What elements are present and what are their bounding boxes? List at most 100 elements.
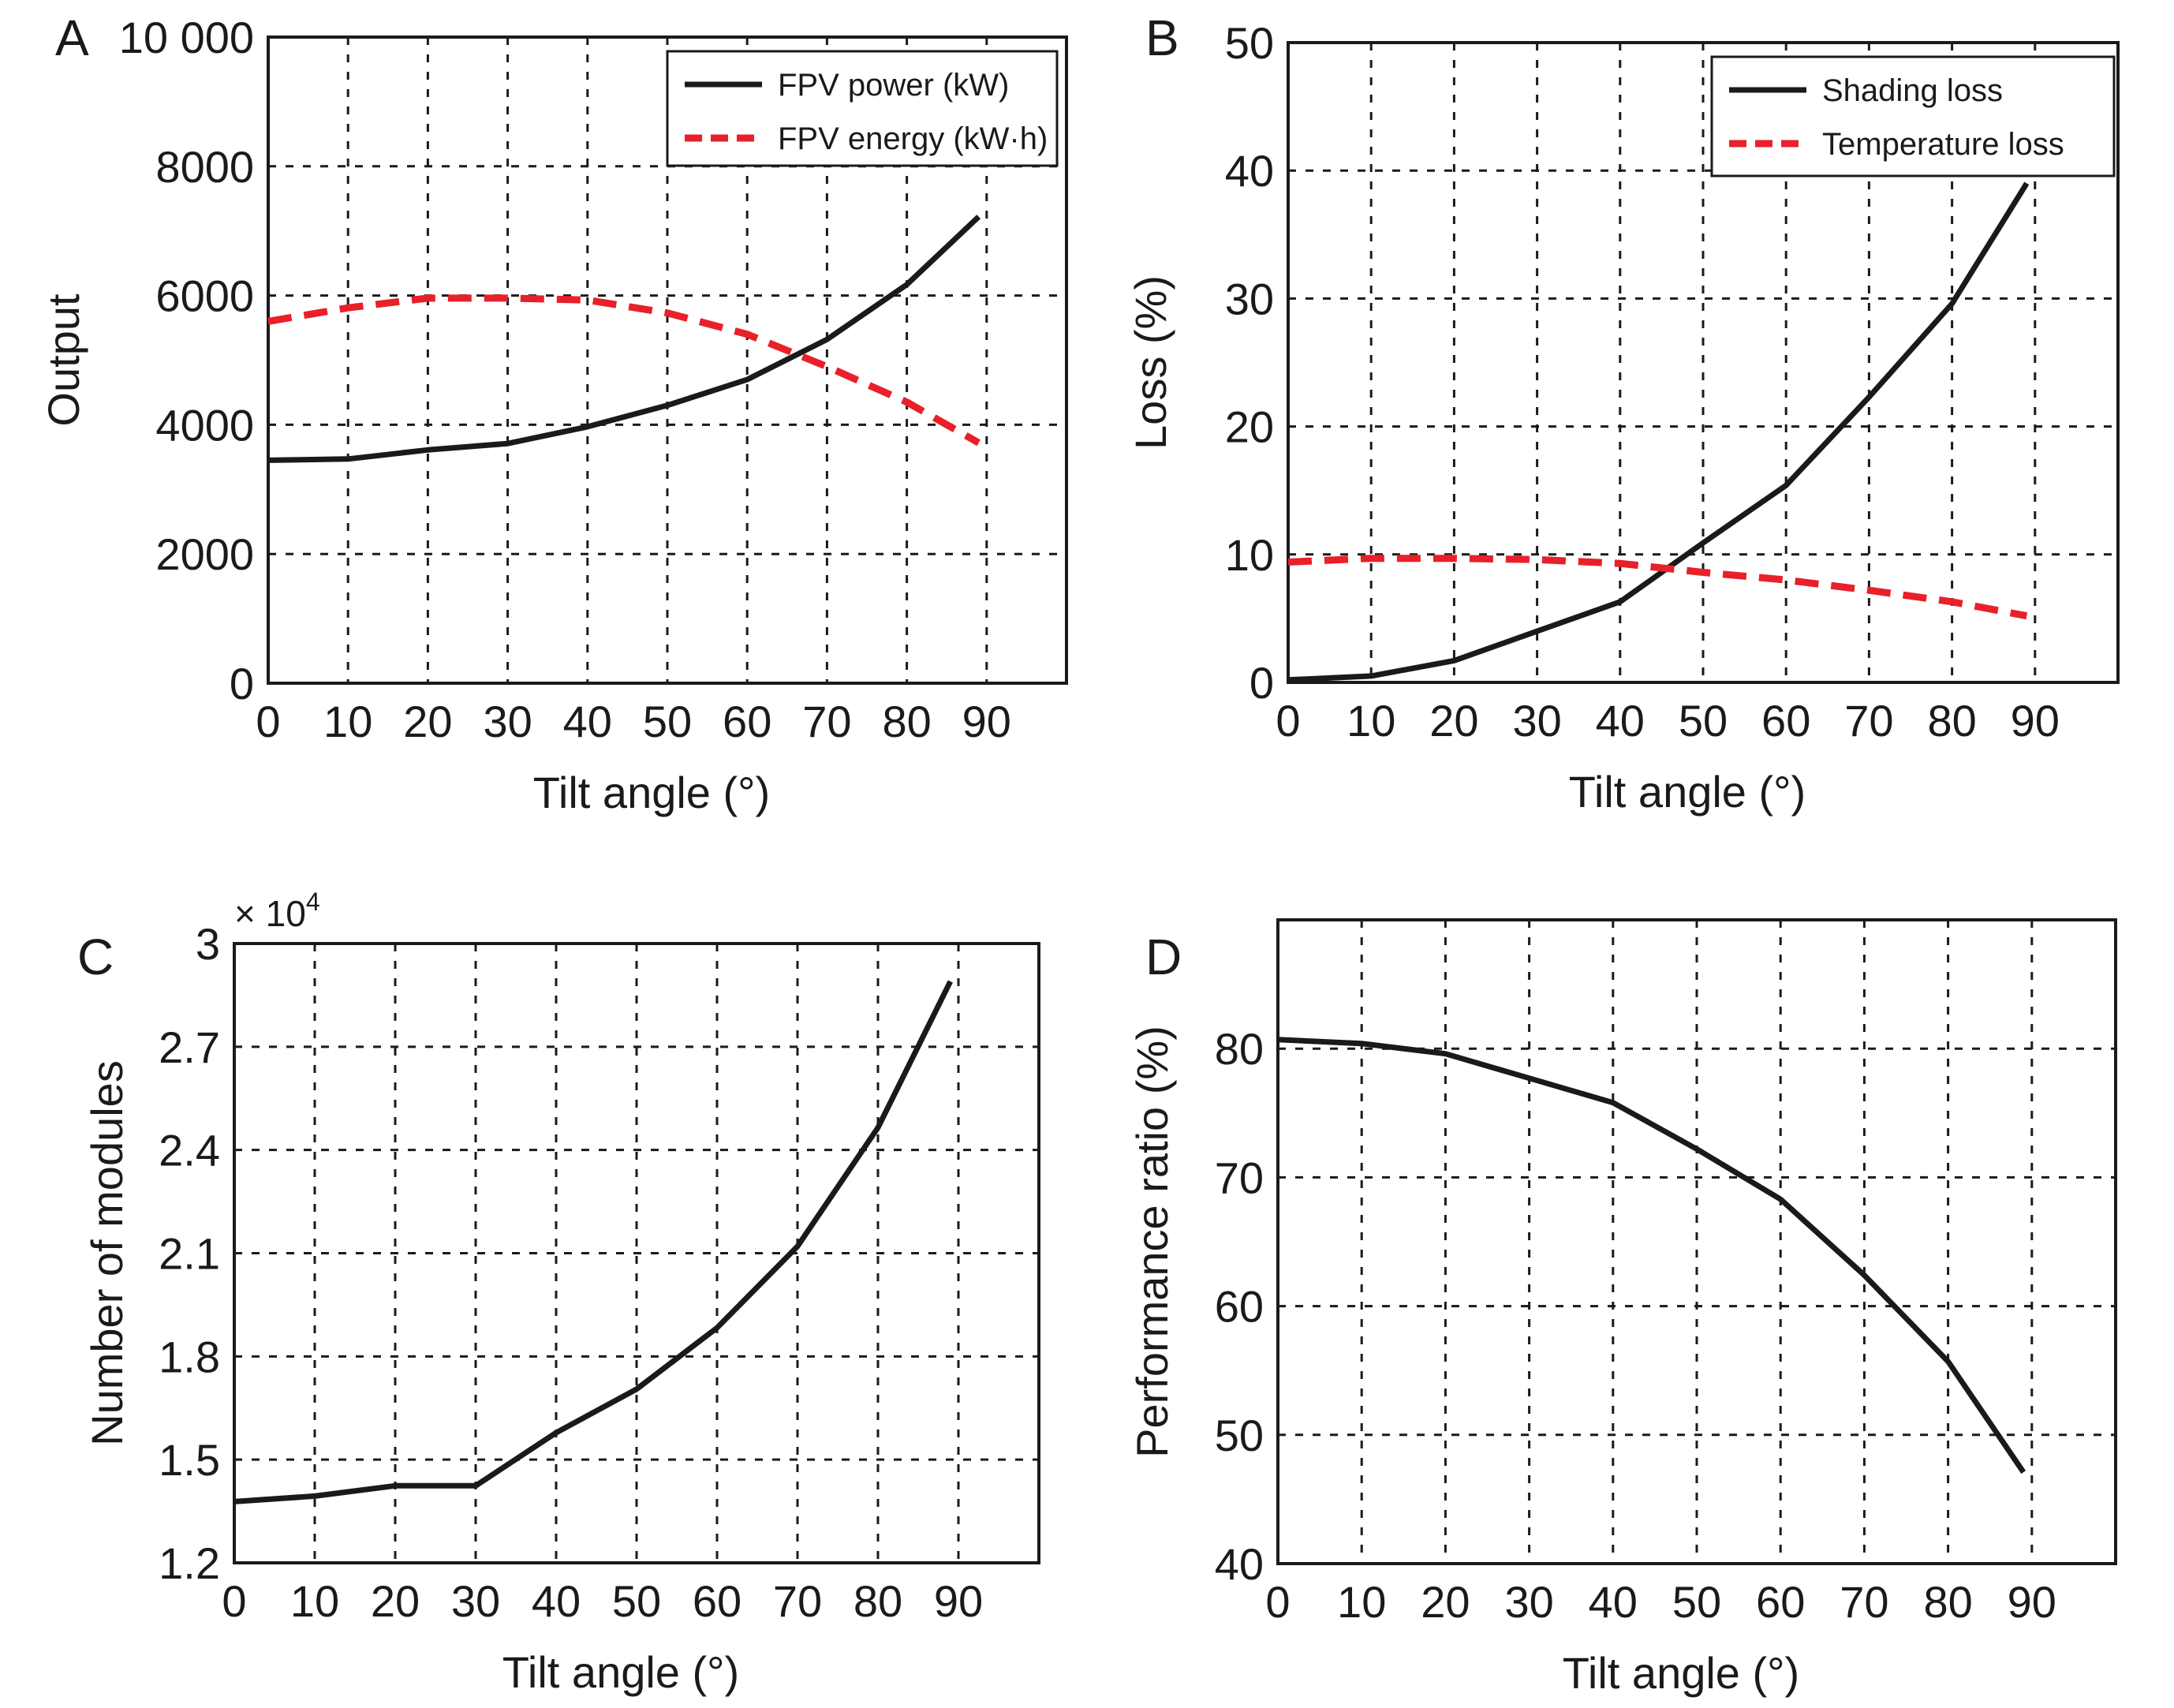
x-tick-label: 40 <box>1596 696 1645 746</box>
x-tick-label: 10 <box>290 1576 339 1626</box>
y-tick-label: 40 <box>1225 146 1274 196</box>
panel-letter: C <box>77 929 114 985</box>
y-tick-label: 0 <box>1249 658 1274 708</box>
x-tick-label: 90 <box>2011 696 2060 746</box>
panel-d-performance-chart: D 0 10 20 30 40 50 60 70 80 90 40 50 60 70 80 Tilt angle… <box>1127 918 2117 1698</box>
x-tick-label: 40 <box>563 697 612 746</box>
multiplier-base: × 10 <box>234 893 306 934</box>
legend-label: Shading loss <box>1822 73 2003 108</box>
series-line-temperature-loss <box>1287 555 2028 620</box>
data-point <box>1535 557 1540 562</box>
series-line-fpv-power-kw <box>267 215 981 463</box>
x-tick-label: 0 <box>1276 696 1300 746</box>
y-tick-label: 1.8 <box>159 1332 220 1381</box>
x-tick-label: 10 <box>1337 1577 1386 1627</box>
plot-frame <box>233 942 1040 1564</box>
x-tick-label: 60 <box>693 1576 741 1626</box>
y-tick-label: 30 <box>1225 274 1274 323</box>
x-tick-label: 80 <box>1927 696 1976 746</box>
x-axis-label: Tilt angle (°) <box>533 768 770 817</box>
y-tick-label: 2.7 <box>159 1022 220 1072</box>
y-tick-label: 0 <box>230 659 254 708</box>
legend-box <box>1710 55 2116 178</box>
y-tick-label: 1.5 <box>159 1435 220 1485</box>
x-tick-label: 40 <box>1589 1577 1638 1627</box>
x-tick-label: 50 <box>612 1576 661 1626</box>
x-tick-label: 90 <box>934 1576 983 1626</box>
y-tick-label: 8000 <box>155 142 254 192</box>
x-tick-label: 20 <box>371 1576 420 1626</box>
y-tick-label: 10 000 <box>119 13 254 62</box>
y-tick-label: 6000 <box>155 271 254 321</box>
x-tick-label: 20 <box>403 697 452 746</box>
y-axis-label: Number of modules <box>82 1060 132 1446</box>
y-tick-label: 80 <box>1215 1024 1264 1074</box>
x-tick-label: 30 <box>483 697 532 746</box>
y-tick-label: 2.4 <box>159 1126 220 1175</box>
x-tick-label: 80 <box>854 1576 902 1626</box>
y-tick-label: 3 <box>196 919 220 969</box>
x-tick-label: 60 <box>723 697 771 746</box>
legend: Shading loss Temperature loss <box>1710 55 2116 178</box>
x-tick-label: 80 <box>1923 1577 1972 1627</box>
legend-label: Temperature loss <box>1822 127 2064 162</box>
x-axis-label: Tilt angle (°) <box>502 1647 739 1697</box>
x-tick-label: 0 <box>222 1576 246 1626</box>
legend: FPV power (kW) FPV energy (kW·h) <box>666 50 1059 167</box>
x-tick-label: 30 <box>1512 696 1561 746</box>
series-line-shading-loss <box>1287 181 2030 683</box>
y-tick-label: 2.1 <box>159 1229 220 1279</box>
x-tick-label: 50 <box>1672 1577 1721 1627</box>
legend-label: FPV energy (kW·h) <box>778 121 1048 156</box>
panel-letter: B <box>1145 9 1179 66</box>
x-tick-label: 70 <box>1844 696 1893 746</box>
series-line-performance-ratio <box>1277 1037 2026 1474</box>
y-tick-label: 50 <box>1225 18 1274 68</box>
x-tick-label: 70 <box>802 697 851 746</box>
y-tick-label: 50 <box>1215 1411 1264 1460</box>
panel-c-modules-chart: C 0 10 20 30 40 50 60 70 80 90 1.2 1.5 1.8 2.1 2.4 2.7 3 ×… <box>77 888 1040 1697</box>
x-tick-label: 0 <box>1265 1577 1290 1627</box>
series-line-number-of-modules <box>233 980 953 1504</box>
x-tick-label: 30 <box>1504 1577 1553 1627</box>
y-axis-label: Output <box>39 293 88 427</box>
legend-box <box>666 50 1059 167</box>
grid <box>1278 920 2116 1564</box>
x-axis-label: Tilt angle (°) <box>1563 1648 1799 1698</box>
panel-letter: D <box>1145 929 1182 985</box>
x-tick-label: 60 <box>1756 1577 1805 1627</box>
x-tick-label: 40 <box>532 1576 581 1626</box>
x-tick-label: 10 <box>323 697 372 746</box>
x-tick-label: 70 <box>1840 1577 1888 1627</box>
x-tick-label: 20 <box>1421 1577 1470 1627</box>
legend-label: FPV power (kW) <box>778 68 1009 103</box>
y-tick-label: 10 <box>1225 530 1274 580</box>
x-tick-label: 10 <box>1347 696 1395 746</box>
multiplier-exponent: 4 <box>306 888 320 916</box>
x-tick-label: 80 <box>882 697 931 746</box>
x-tick-label: 30 <box>451 1576 500 1626</box>
x-tick-label: 20 <box>1429 696 1478 746</box>
series-line-fpv-energy-kw-h <box>267 294 981 447</box>
x-tick-label: 50 <box>643 697 692 746</box>
y-tick-label: 70 <box>1215 1153 1264 1202</box>
plot-frame <box>267 36 1068 685</box>
y-tick-label: 40 <box>1215 1539 1264 1589</box>
y-tick-label: 4000 <box>155 400 254 450</box>
x-tick-label: 90 <box>962 697 1011 746</box>
x-tick-label: 60 <box>1761 696 1810 746</box>
panel-a-output-chart: A 0 10 20 30 40 50 60 70 80 90 0 2000 4000 6000 8000 10 … <box>39 9 1068 817</box>
grid <box>234 942 1039 1563</box>
y-axis-label: Performance ratio (%) <box>1127 1026 1177 1458</box>
x-tick-label: 0 <box>256 697 280 746</box>
x-tick-label: 90 <box>2008 1577 2056 1627</box>
y-tick-label: 20 <box>1225 402 1274 452</box>
y-tick-label: 60 <box>1215 1282 1264 1332</box>
panel-b-loss-chart: B 0 10 20 30 40 50 60 70 80 90 0 10 20 30 40 50 Tilt angl… <box>1126 9 2120 817</box>
plot-frame <box>1276 918 2117 1565</box>
x-axis-label: Tilt angle (°) <box>1569 767 1806 817</box>
plot-frame <box>1287 41 2120 684</box>
x-tick-label: 50 <box>1679 696 1728 746</box>
y-axis-label: Loss (%) <box>1126 275 1175 450</box>
